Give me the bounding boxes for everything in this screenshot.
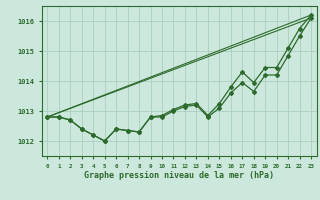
X-axis label: Graphe pression niveau de la mer (hPa): Graphe pression niveau de la mer (hPa) xyxy=(84,171,274,180)
